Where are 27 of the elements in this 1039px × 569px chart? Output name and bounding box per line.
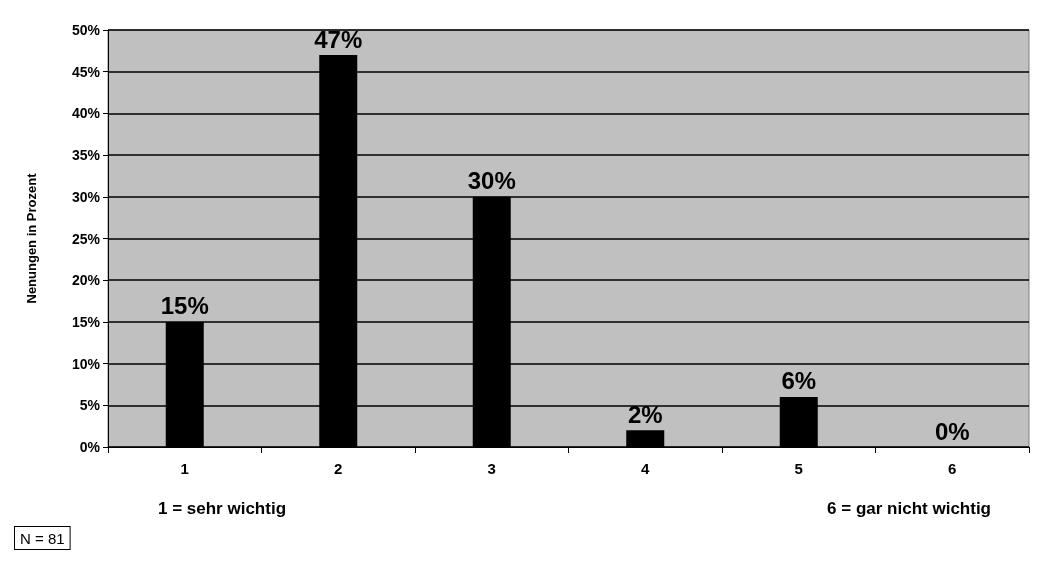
y-tick-label: 5% bbox=[79, 397, 101, 414]
y-axis-title: Nenungen in Prozent bbox=[24, 172, 39, 304]
data-label: 2% bbox=[627, 400, 663, 428]
y-tick-label: 0% bbox=[79, 439, 101, 455]
text: N = 81 bbox=[20, 530, 65, 547]
x-tick-label: 2 bbox=[334, 460, 343, 477]
data-label: 47% bbox=[314, 25, 363, 53]
text: 1 = sehr wichtig bbox=[158, 499, 287, 518]
x-tick-label: 4 bbox=[641, 460, 651, 477]
y-tick-label: 40% bbox=[71, 105, 101, 122]
x-tick-label: 1 bbox=[180, 460, 189, 477]
y-tick-label: 25% bbox=[71, 230, 101, 247]
y-tick-label: 30% bbox=[71, 188, 101, 205]
x-tick-label: 5 bbox=[794, 460, 803, 477]
text: 6 = gar nicht wichtig bbox=[827, 499, 991, 518]
x-tick-label: 3 bbox=[487, 460, 496, 477]
y-tick-label: 50% bbox=[71, 22, 101, 38]
y-tick-label: 45% bbox=[71, 63, 101, 80]
x-tick-label: 6 bbox=[948, 460, 957, 477]
data-label: 30% bbox=[467, 167, 516, 195]
data-label: 0% bbox=[934, 417, 970, 445]
y-tick-label: 10% bbox=[71, 355, 101, 372]
data-label: 15% bbox=[160, 292, 209, 320]
data-label: 6% bbox=[781, 367, 817, 395]
y-tick-label: 20% bbox=[71, 272, 101, 289]
y-tick-label: 15% bbox=[71, 313, 101, 330]
y-tick-label: 35% bbox=[71, 147, 101, 164]
